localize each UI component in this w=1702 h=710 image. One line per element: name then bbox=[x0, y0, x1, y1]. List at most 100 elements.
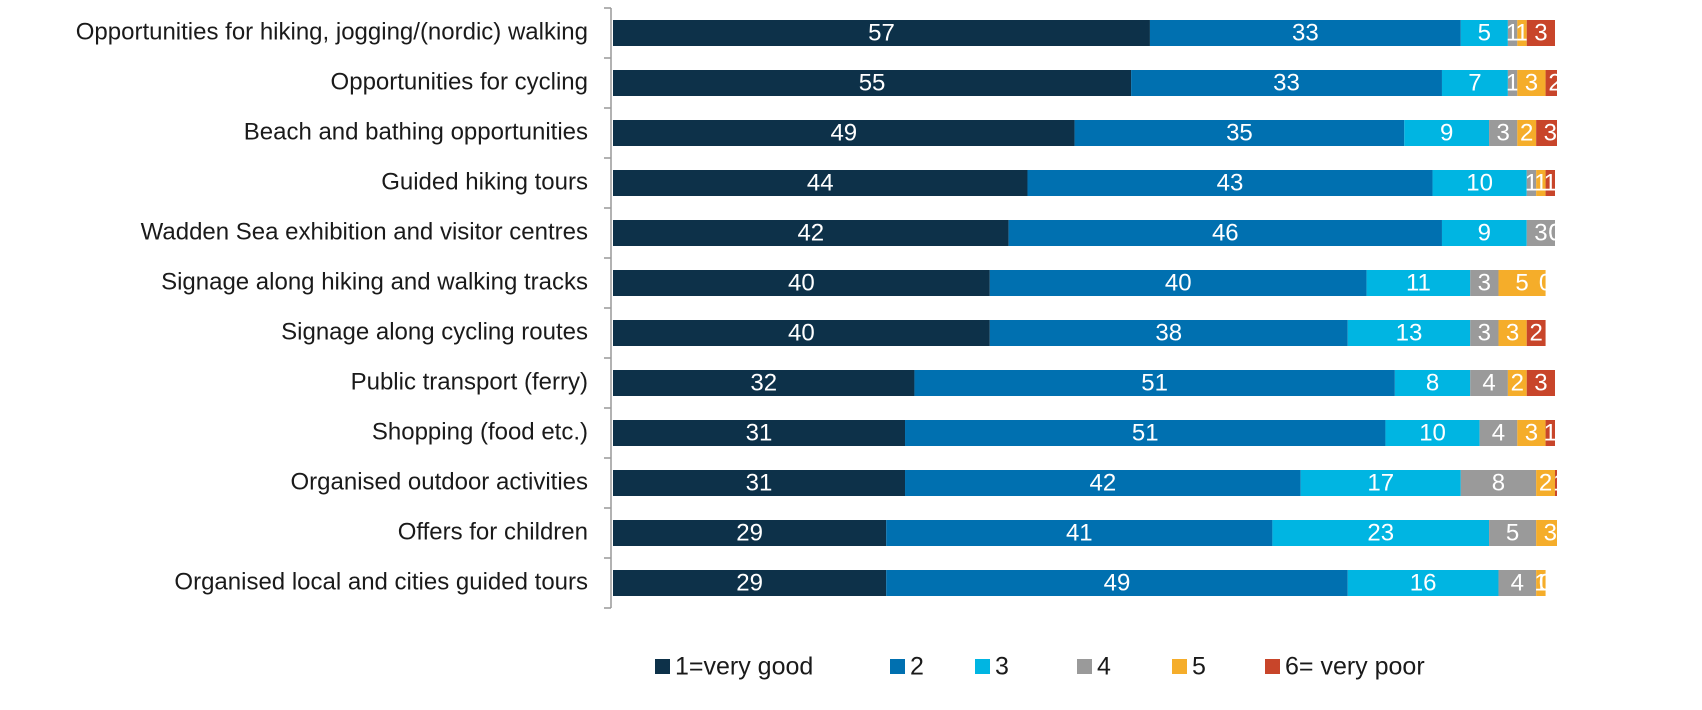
bar-segment bbox=[1555, 470, 1557, 496]
data-label: 51 bbox=[1141, 369, 1168, 396]
bar-segment bbox=[613, 470, 906, 496]
data-label: 5 bbox=[1506, 519, 1519, 546]
bar-segment bbox=[886, 570, 1348, 596]
category-label: Opportunities for hiking, jogging/(nordi… bbox=[76, 18, 588, 45]
data-label: 0 bbox=[1558, 519, 1571, 546]
bar-segment bbox=[1470, 270, 1499, 296]
data-label: 13 bbox=[1396, 319, 1423, 346]
data-label: 7 bbox=[1468, 69, 1481, 96]
data-label: 5 bbox=[1515, 269, 1528, 296]
bar-segment bbox=[1385, 420, 1480, 446]
bar-segment bbox=[1432, 170, 1527, 196]
data-label: 3 bbox=[1544, 519, 1557, 546]
data-label: 3 bbox=[1534, 19, 1547, 46]
data-label: 38 bbox=[1155, 319, 1182, 346]
legend-label: 4 bbox=[1097, 653, 1111, 681]
bar-segment bbox=[1517, 20, 1527, 46]
data-label: 33 bbox=[1273, 69, 1300, 96]
data-label: 3 bbox=[1497, 119, 1510, 146]
data-label: 0 bbox=[1548, 219, 1561, 246]
bar-segment bbox=[1507, 70, 1518, 96]
category-label: Signage along cycling routes bbox=[281, 318, 588, 345]
data-label: 2 bbox=[1539, 469, 1552, 496]
legend-swatch bbox=[655, 659, 670, 674]
bar-segment bbox=[1366, 270, 1471, 296]
data-label: 35 bbox=[1226, 119, 1253, 146]
data-label: 1 bbox=[1553, 469, 1566, 496]
bar-segment bbox=[1347, 570, 1499, 596]
data-label: 4 bbox=[1482, 369, 1495, 396]
category-label: Wadden Sea exhibition and visitor centre… bbox=[141, 218, 588, 245]
bar-segment bbox=[613, 70, 1132, 96]
bar-segment bbox=[613, 520, 887, 546]
category-label: Organised outdoor activities bbox=[291, 468, 589, 495]
bar-segment bbox=[1526, 370, 1555, 396]
bar-segment bbox=[1526, 20, 1555, 46]
data-label: 1 bbox=[1534, 569, 1547, 596]
bar-segment bbox=[1441, 220, 1527, 246]
data-label: 3 bbox=[1534, 219, 1547, 246]
bar-segment bbox=[1536, 570, 1546, 596]
bar-segment bbox=[613, 370, 915, 396]
data-label: 3 bbox=[1525, 419, 1538, 446]
bar-segment bbox=[1149, 20, 1461, 46]
data-label: 3 bbox=[1506, 319, 1519, 346]
data-label: 1 bbox=[1534, 169, 1547, 196]
bar-segment bbox=[1460, 470, 1537, 496]
data-label: 11 bbox=[1406, 269, 1431, 296]
data-label: 57 bbox=[868, 19, 895, 46]
bar-segment bbox=[1545, 70, 1557, 96]
data-label: 42 bbox=[797, 219, 824, 246]
data-label: 3 bbox=[1478, 269, 1491, 296]
bar-segment bbox=[1526, 220, 1555, 246]
data-label: 40 bbox=[788, 269, 815, 296]
bar-segment bbox=[1489, 120, 1518, 146]
legend-label: 2 bbox=[910, 653, 924, 681]
data-label: 44 bbox=[807, 169, 834, 196]
bar-segment bbox=[1536, 470, 1555, 496]
data-label: 31 bbox=[746, 419, 773, 446]
data-label: 40 bbox=[1165, 269, 1192, 296]
bar-segment bbox=[613, 420, 906, 446]
legend-label: 3 bbox=[995, 653, 1009, 681]
bar-segment bbox=[1131, 70, 1442, 96]
data-label: 1 bbox=[1525, 169, 1538, 196]
data-label: 4 bbox=[1492, 419, 1505, 446]
bar-segment bbox=[1526, 170, 1537, 196]
bar-segment bbox=[1517, 120, 1537, 146]
bar-segment bbox=[886, 520, 1273, 546]
data-label: 5 bbox=[1478, 19, 1491, 46]
category-label: Guided hiking tours bbox=[381, 168, 588, 195]
data-label: 2 bbox=[1548, 69, 1561, 96]
data-label: 2 bbox=[1520, 119, 1533, 146]
bar-segment bbox=[1498, 320, 1527, 346]
legend-label: 1=very good bbox=[675, 653, 813, 681]
bar-segment bbox=[613, 570, 887, 596]
data-label: 3 bbox=[1525, 69, 1538, 96]
data-label: 16 bbox=[1410, 569, 1437, 596]
bar-segment bbox=[613, 220, 1009, 246]
bar-segment bbox=[1460, 20, 1508, 46]
data-label: 9 bbox=[1478, 219, 1491, 246]
legend-label: 6= very poor bbox=[1285, 653, 1425, 681]
data-label: 40 bbox=[788, 319, 815, 346]
data-label: 43 bbox=[1217, 169, 1244, 196]
bar-segment bbox=[1300, 470, 1461, 496]
bar-segment bbox=[1498, 270, 1546, 296]
bar-segment bbox=[989, 270, 1367, 296]
data-label: 32 bbox=[750, 369, 777, 396]
data-label: 33 bbox=[1292, 19, 1319, 46]
data-label: 17 bbox=[1367, 469, 1394, 496]
bar-segment bbox=[1536, 170, 1546, 196]
category-label: Beach and bathing opportunities bbox=[244, 118, 588, 145]
category-label: Shopping (food etc.) bbox=[372, 418, 588, 445]
bar-segment bbox=[1074, 120, 1405, 146]
bar-segment bbox=[613, 170, 1028, 196]
data-label: 1 bbox=[1515, 19, 1528, 46]
data-label: 46 bbox=[1212, 219, 1239, 246]
bar-segment bbox=[1498, 570, 1537, 596]
data-label: 1 bbox=[1544, 169, 1557, 196]
data-label: 29 bbox=[736, 519, 763, 546]
